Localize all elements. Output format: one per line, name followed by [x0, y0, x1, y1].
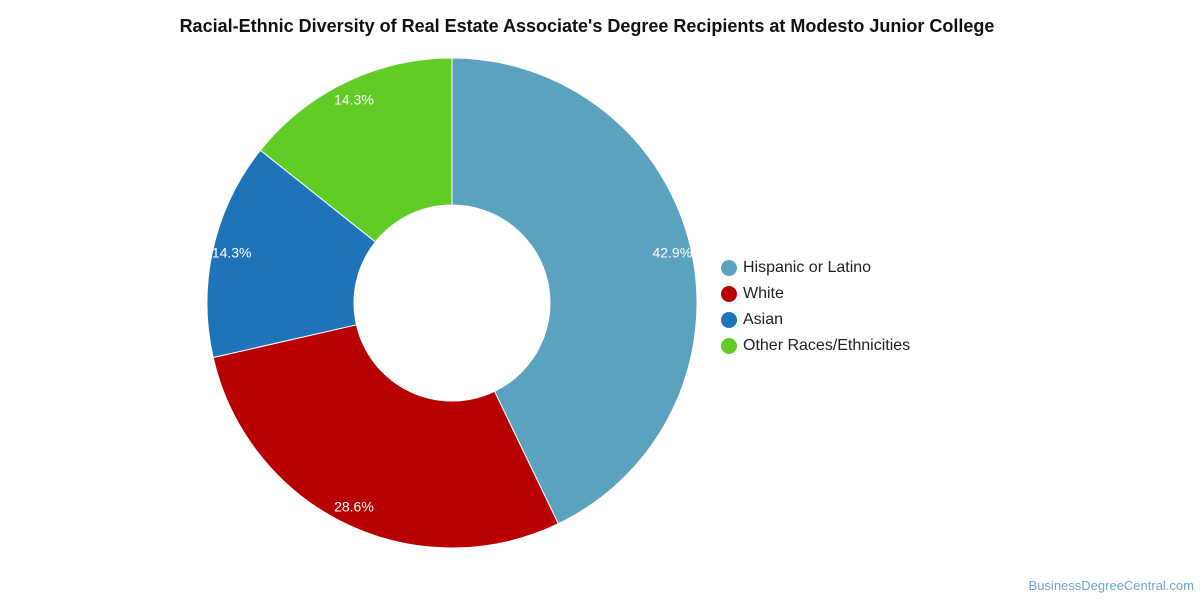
legend-swatch	[721, 260, 737, 276]
legend-item-white[interactable]: White	[721, 281, 910, 307]
slice-asian[interactable]	[206, 149, 377, 359]
legend-label: Other Races/Ethnicities	[743, 337, 911, 354]
chart-title: Racial-Ethnic Diversity of Real Estate A…	[179, 16, 995, 36]
legend: Hispanic or Latino White Asian Other Rac…	[721, 255, 910, 359]
slice-other-races-ethnicities[interactable]	[259, 57, 453, 243]
legend-label: Asian	[743, 311, 784, 328]
legend-swatch	[721, 286, 737, 302]
legend-swatch	[721, 312, 737, 328]
slice-hispanic-or-latino[interactable]	[451, 57, 698, 525]
legend-item-hispanic-or-latino[interactable]: Hispanic or Latino	[721, 255, 910, 281]
slice-value-label: 28.6%	[334, 499, 374, 515]
legend-label: Hispanic or Latino	[743, 259, 872, 276]
slice-value-label: 14.3%	[212, 245, 252, 261]
legend-item-other-races-ethnicities[interactable]: Other Races/Ethnicities	[721, 333, 910, 359]
legend-swatch	[721, 338, 737, 354]
legend-item-asian[interactable]: Asian	[721, 307, 910, 333]
source-watermark[interactable]: BusinessDegreeCentral.com	[1028, 578, 1194, 593]
legend-label: White	[743, 285, 784, 302]
slice-white[interactable]	[212, 324, 559, 549]
slice-value-label: 42.9%	[652, 245, 692, 261]
slice-value-label: 14.3%	[334, 91, 374, 107]
